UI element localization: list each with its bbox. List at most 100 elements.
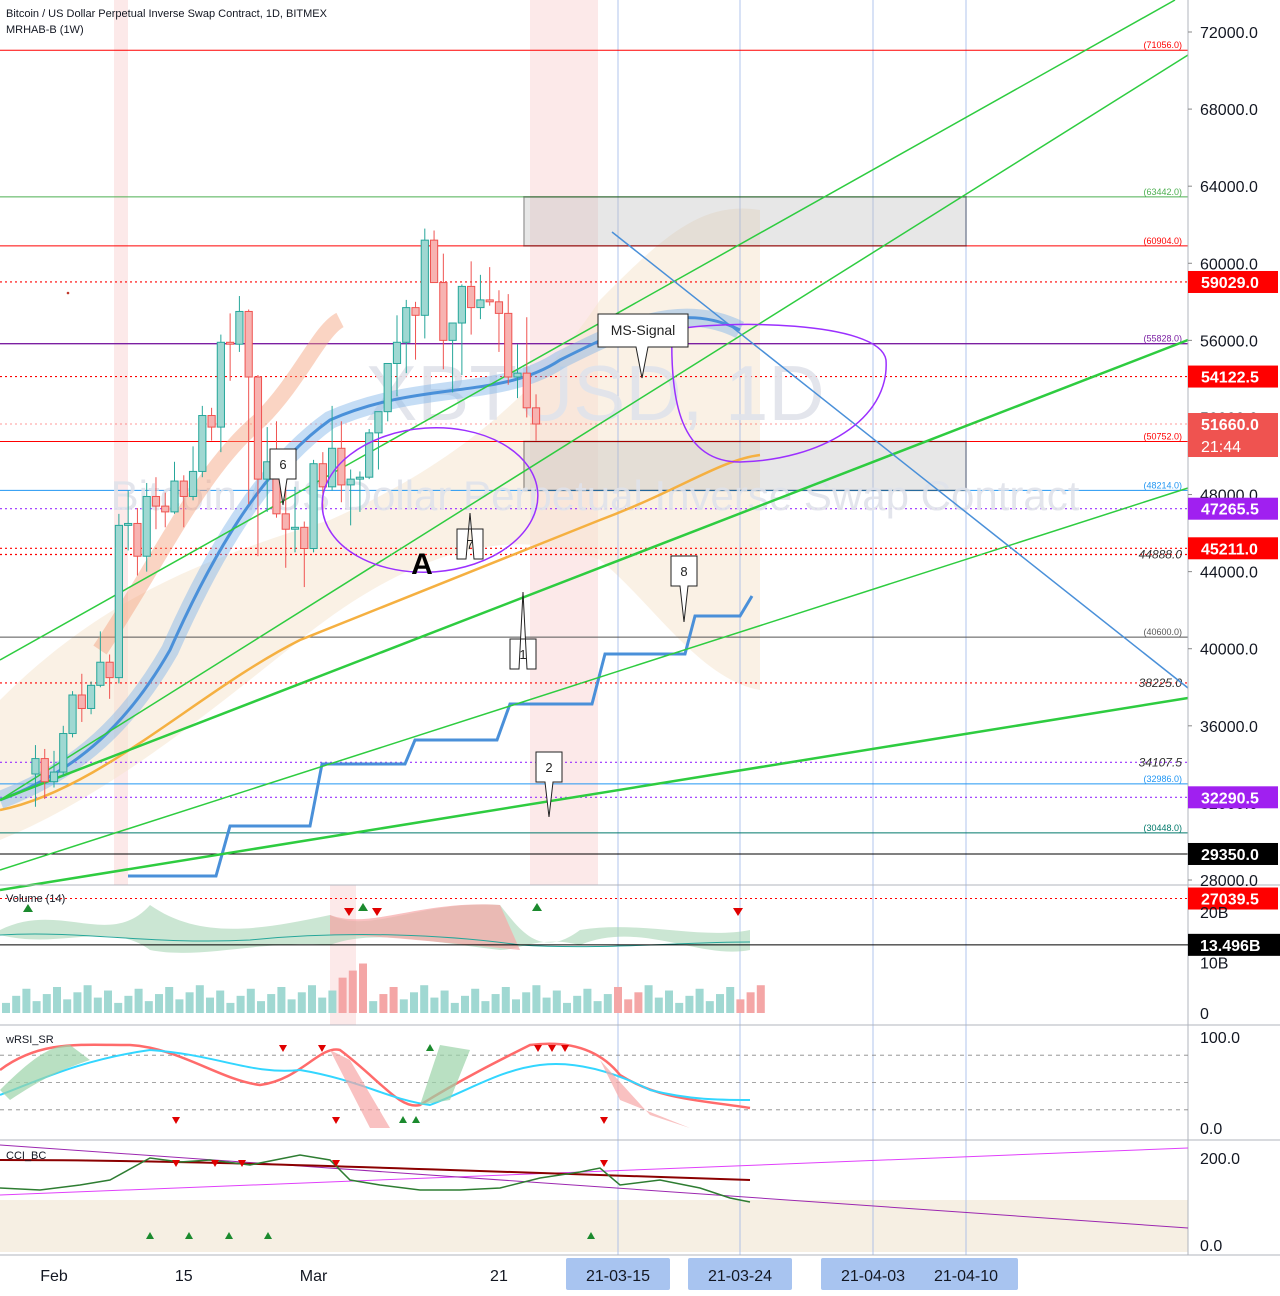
level-value-label: (60904.0) [1143, 236, 1182, 246]
volume-bar [634, 992, 643, 1013]
signal-marker [344, 908, 354, 916]
price-label-tag [1188, 270, 1278, 293]
rsi-cloud [330, 1050, 390, 1128]
volume-bar [53, 986, 61, 1013]
candle-body [383, 362, 392, 413]
volume-bar [12, 995, 21, 1013]
volume-bar [522, 992, 531, 1013]
volume-bar [685, 995, 694, 1013]
time-highlight-box [914, 1258, 1018, 1290]
candle-body [457, 285, 466, 324]
level-value-label: (48214.0) [1143, 480, 1182, 490]
price-label-tag [1188, 497, 1278, 520]
candle-body [355, 476, 365, 480]
candle-body [337, 447, 346, 486]
candle-body [226, 341, 235, 345]
candle-body [522, 372, 531, 409]
volume-bar [542, 997, 551, 1013]
volume-bar [471, 988, 480, 1013]
indicator-label: MRHAB-B (1W) [6, 24, 84, 36]
ms-signal-label: MS-Signal [611, 322, 676, 338]
cci-band [0, 1200, 1188, 1252]
rsi-signal-marker [534, 1045, 542, 1052]
time-highlight-box [688, 1258, 792, 1290]
callout-bubble [269, 448, 297, 506]
volume-bar [328, 990, 337, 1013]
signal-marker [733, 908, 743, 916]
volume-bar [318, 997, 327, 1013]
level-value-label: (30448.0) [1143, 823, 1182, 833]
price-tick-label: 28000.0 [1200, 873, 1258, 890]
candle-body [161, 505, 170, 513]
cci-trendline [0, 1144, 1189, 1229]
candle-body [494, 301, 504, 314]
weekly-step-line [128, 595, 754, 878]
time-highlight-box [821, 1258, 925, 1290]
volume-bar [563, 1002, 571, 1013]
candle-body [68, 694, 77, 735]
rsi-tick-label: 0.0 [1200, 1121, 1222, 1138]
candle-body [513, 372, 522, 378]
time-highlight-box [566, 1258, 670, 1290]
volume-bar [665, 990, 673, 1013]
price-label-tag [1188, 786, 1278, 809]
time-highlight-label: 21-04-10 [934, 1268, 998, 1285]
wrsi-pane-label: wRSI_SR [6, 1034, 54, 1046]
volume-bar [675, 1002, 684, 1013]
volume-bar [185, 992, 194, 1013]
time-tick-label: 15 [175, 1268, 193, 1285]
rsi-cloud [420, 1045, 470, 1105]
volume-bar [134, 988, 143, 1013]
volume-bar [83, 985, 92, 1013]
price-label-text: 59029.0 [1201, 275, 1259, 292]
price-label-text: 32290.5 [1201, 790, 1259, 807]
chart-title: Bitcoin / US Dollar Perpetual Inverse Sw… [6, 8, 327, 20]
descending-trendline [611, 231, 1189, 689]
volume-bar [695, 988, 704, 1013]
price-tick-label: 44000.0 [1200, 565, 1258, 582]
price-label-tag [1188, 413, 1278, 458]
volume-bar [705, 1001, 714, 1013]
volume-bar [124, 995, 133, 1013]
price-tick-label: 56000.0 [1200, 333, 1258, 350]
price-label-text: 45211.0 [1201, 541, 1258, 558]
price-tick-label: 64000.0 [1200, 179, 1258, 196]
candle-body [114, 524, 123, 679]
volume-bar [359, 963, 367, 1013]
signal-marker [358, 903, 368, 911]
level-value-label: (55828.0) [1143, 334, 1182, 344]
volume-bar [726, 986, 735, 1013]
volume-bar [614, 986, 622, 1013]
volume-bar [593, 1001, 602, 1013]
volume-bar [532, 985, 541, 1013]
volume-bar [175, 999, 184, 1013]
candle-body [290, 526, 300, 530]
cci-trendline [0, 1147, 1189, 1196]
candle-body [170, 480, 179, 513]
volume-ma-line [0, 933, 751, 948]
price-label-tag [1188, 365, 1278, 388]
candle-body [309, 463, 318, 550]
candle-body [40, 758, 49, 783]
price-tick-label: 68000.0 [1200, 102, 1258, 119]
annotation-letter: A [411, 548, 433, 581]
candle-body [235, 310, 244, 345]
callout-bubble [509, 591, 537, 670]
volume-bar [246, 988, 255, 1013]
candle-body [59, 733, 68, 773]
callout-bubble [597, 313, 689, 379]
cci-signal-marker [264, 1232, 272, 1239]
candle-body [439, 282, 448, 341]
callout-bubble [670, 555, 698, 623]
price-tick-label: 40000.0 [1200, 642, 1258, 659]
volume-bar [410, 992, 418, 1013]
volume-bar [206, 997, 214, 1013]
volume-bar [287, 999, 296, 1013]
volume-bar [93, 997, 102, 1013]
candle-body [216, 341, 225, 428]
volume-bar [267, 994, 276, 1013]
candle-body [253, 376, 263, 480]
time-highlight-label: 21-03-24 [708, 1268, 772, 1285]
